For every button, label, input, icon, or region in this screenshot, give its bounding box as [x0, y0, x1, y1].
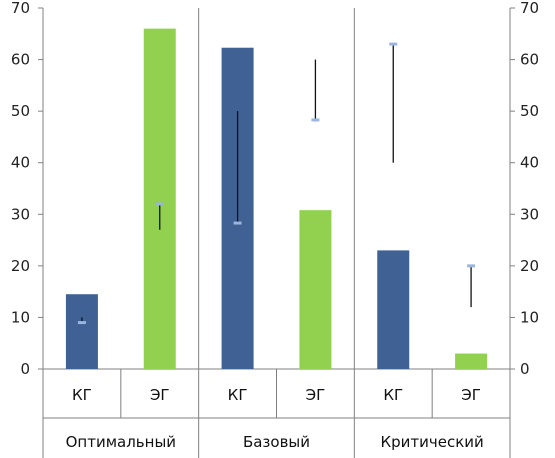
category-label: ЭГ: [150, 386, 170, 404]
y-tick-label-left: 0: [20, 360, 30, 378]
y-tick-label-left: 20: [11, 257, 30, 275]
y-tick-label-left: 70: [11, 0, 30, 17]
group-label: Критический: [381, 433, 484, 451]
bar: [299, 210, 332, 369]
y-tick-label-right: 40: [520, 154, 539, 172]
category-label: КГ: [72, 386, 92, 404]
range-marker: [467, 264, 476, 268]
category-label: КГ: [383, 386, 403, 404]
y-tick-label-left: 30: [11, 205, 30, 223]
group-label: Базовый: [243, 433, 310, 451]
bar: [455, 353, 488, 369]
range-marker: [77, 321, 86, 325]
y-tick-label-right: 0: [520, 360, 530, 378]
y-tick-label-left: 10: [11, 308, 30, 326]
y-tick-label-right: 30: [520, 205, 539, 223]
y-tick-label-left: 50: [11, 102, 30, 120]
labels: 0 0 10 10 20 20 30 30 40 40 50 50 60 60 70 70 КГ ЭГ КГ ЭГ КГ…: [11, 0, 539, 451]
y-tick-label-left: 60: [11, 51, 30, 69]
y-tick-label-right: 10: [520, 308, 539, 326]
range-marker: [233, 221, 242, 225]
range-marker: [389, 42, 398, 46]
group-label: Оптимальный: [66, 433, 176, 451]
y-tick-label-left: 40: [11, 154, 30, 172]
bars: [65, 28, 488, 370]
y-tick-label-right: 70: [520, 0, 539, 17]
category-label: ЭГ: [461, 386, 481, 404]
bar: [65, 294, 98, 369]
range-marker: [311, 118, 320, 122]
y-tick-label-right: 60: [520, 51, 539, 69]
category-label: ЭГ: [306, 386, 326, 404]
range-lines: [77, 42, 476, 325]
category-label: КГ: [228, 386, 248, 404]
bar: [143, 28, 176, 369]
range-marker: [155, 202, 164, 206]
bar: [377, 250, 410, 369]
y-tick-label-right: 50: [520, 102, 539, 120]
axes: [38, 7, 515, 458]
y-tick-label-right: 20: [520, 257, 539, 275]
